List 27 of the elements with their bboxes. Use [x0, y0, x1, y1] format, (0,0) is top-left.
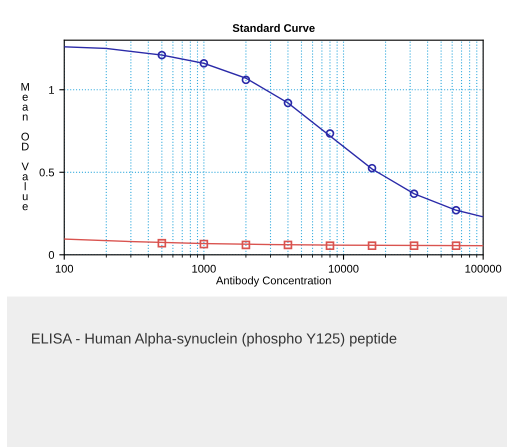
point [368, 241, 376, 250]
point [200, 240, 208, 248]
point [368, 164, 376, 172]
x-axis-title: Antibody Concentration [216, 276, 331, 287]
y-tick-label: 1 [49, 86, 54, 94]
point [284, 240, 292, 250]
x-tick-label: 100 [56, 264, 74, 273]
point [242, 240, 250, 250]
y-tick-label: 0 [48, 251, 54, 259]
point [410, 241, 418, 250]
x-tick-label: 100000 [465, 264, 502, 273]
x-tick-label: 1000 [192, 264, 216, 273]
point [410, 189, 418, 198]
text: Mean OD Value [21, 83, 29, 210]
point [200, 59, 208, 68]
point [242, 76, 250, 84]
point [158, 50, 166, 60]
x-tick-label: 10000 [328, 264, 359, 273]
point [326, 241, 334, 250]
point [326, 129, 334, 138]
point [284, 98, 292, 108]
point [452, 241, 460, 250]
y-tick-label: 0.5 [40, 168, 54, 176]
text: ELISA - Human Alpha-synuclein (phospho Y125) peptide [32, 332, 396, 347]
point [452, 206, 460, 215]
point [158, 238, 166, 248]
chart-title: Standard Curve [232, 24, 315, 32]
